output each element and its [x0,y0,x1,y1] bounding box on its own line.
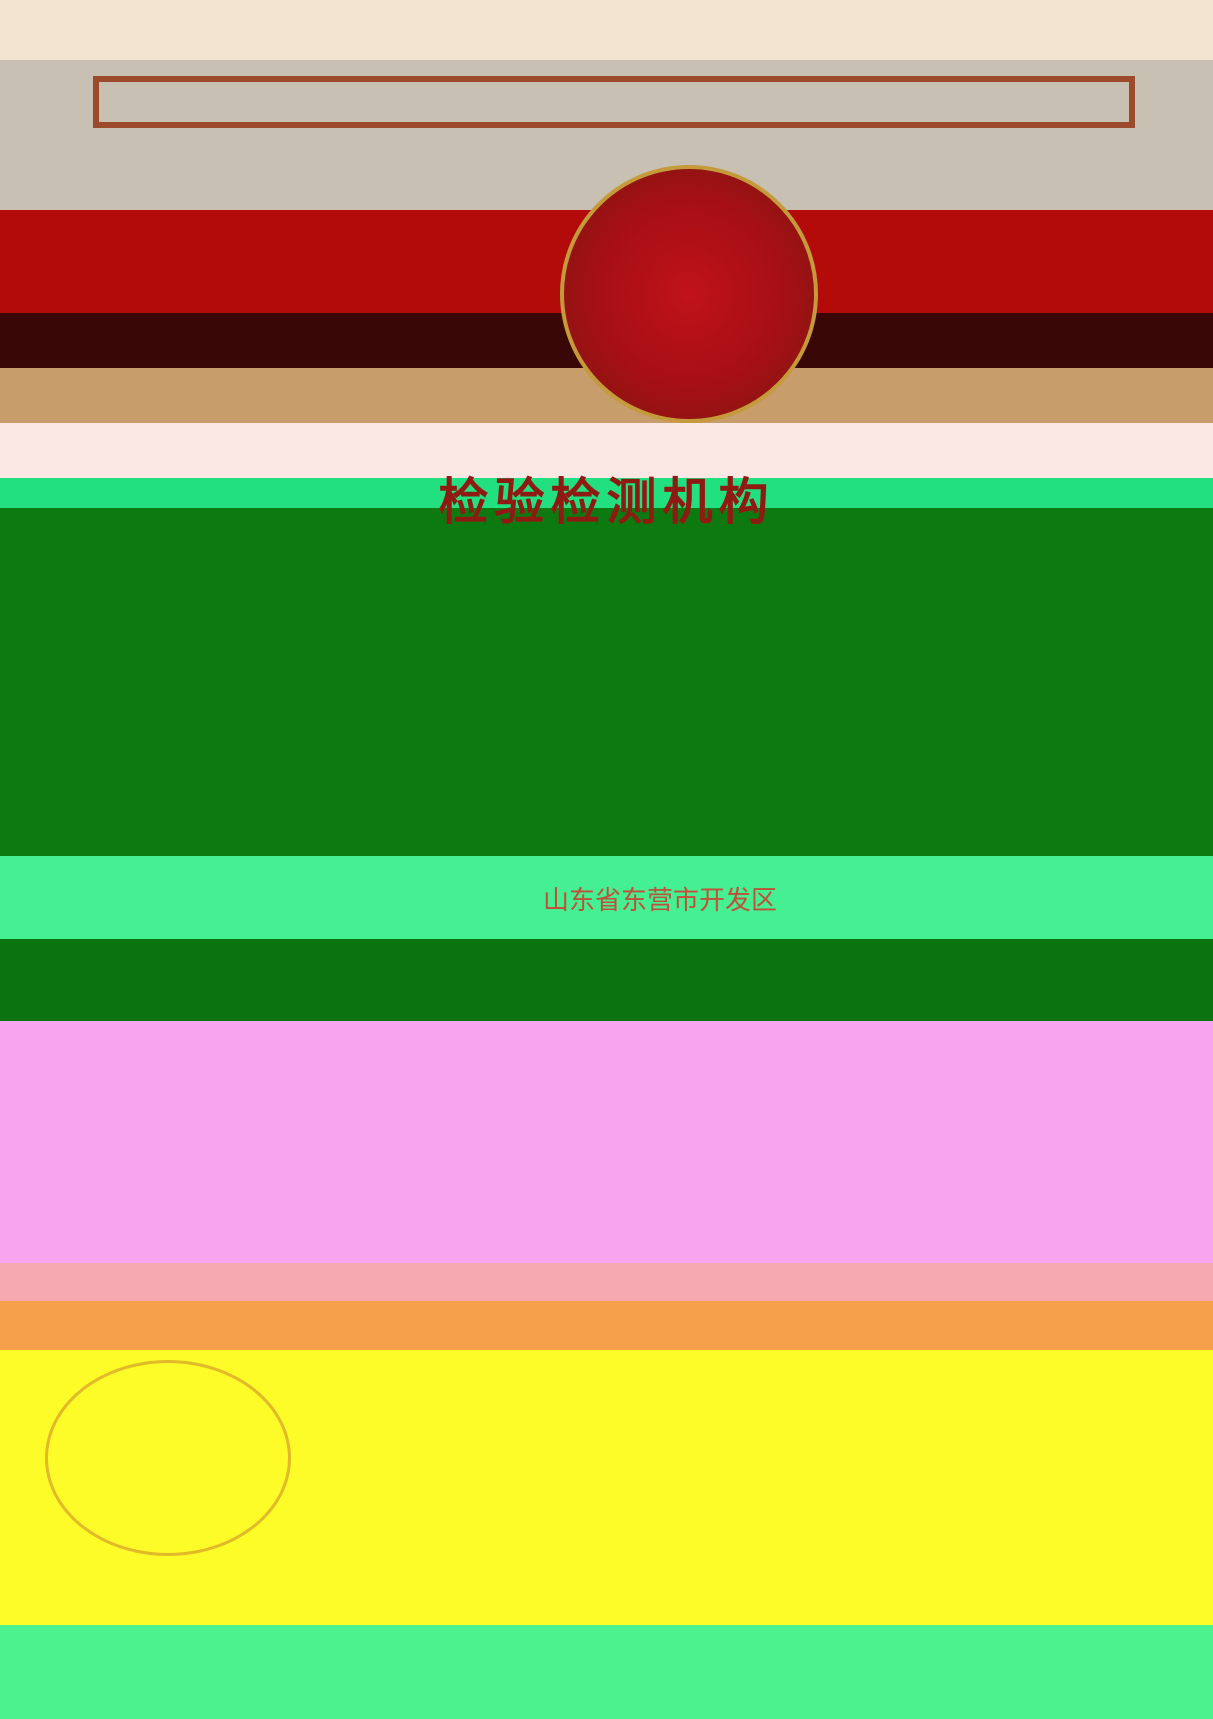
certificate-title: 检验检测机构 [438,472,775,531]
seal [45,1360,291,1556]
salmon-band [0,1263,1213,1301]
pink-band [0,1021,1213,1263]
light-green-band [0,856,1213,939]
green-band-2 [0,939,1213,1021]
orange-band [0,1301,1213,1350]
header-band [0,60,1213,210]
frame-border [93,76,1135,128]
green-top [0,478,1213,508]
address: 山东省东营市开发区 [543,886,778,916]
light-band [0,423,1213,478]
national-emblem [560,165,818,423]
green-band [0,508,1213,856]
top-margin [0,0,1213,60]
bottom-band [0,1625,1213,1719]
